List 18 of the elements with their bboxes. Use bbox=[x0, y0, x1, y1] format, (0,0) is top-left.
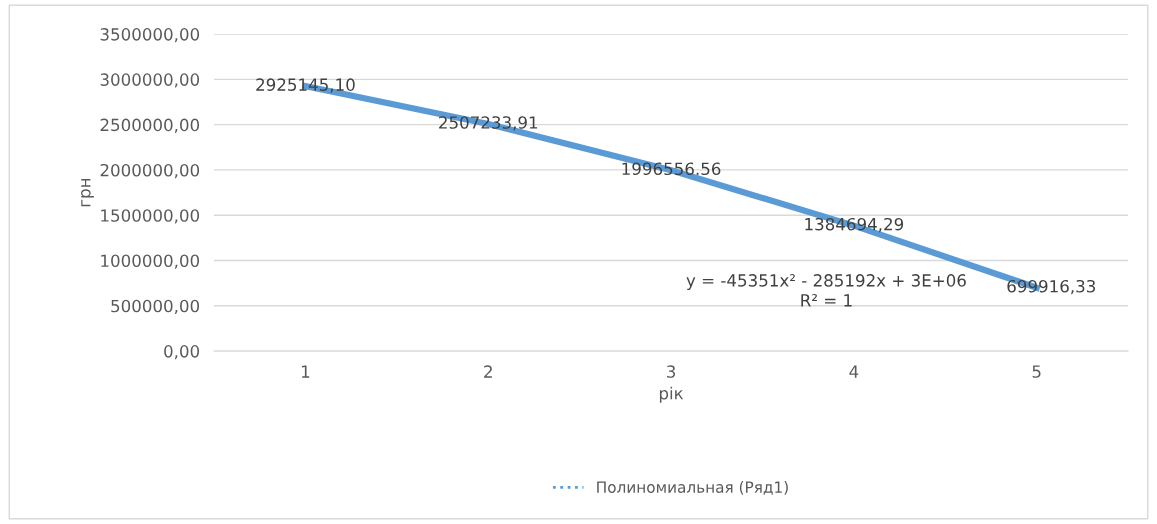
annotation: y = -45351x² - 285192x + 3E+06 R² = 1 bbox=[686, 274, 966, 307]
legend-label: Полиномиальная (Ряд1) bbox=[597, 481, 788, 495]
data-label: 2925145,10 bbox=[256, 78, 355, 93]
x-axis-title: рік bbox=[659, 386, 684, 403]
x-tick-label: 1 bbox=[301, 365, 310, 378]
y-tick-label: 2500000,00 bbox=[100, 118, 200, 133]
y-tick-label: 0,00 bbox=[164, 345, 200, 360]
y-tick-label: 1000000,00 bbox=[101, 254, 200, 269]
x-tick-label: 2 bbox=[484, 365, 492, 378]
y-tick-label: 1500000,00 bbox=[101, 209, 200, 224]
y-tick-label: 500000,00 bbox=[111, 299, 200, 315]
y-tick-label: 2000000,00 bbox=[100, 163, 200, 179]
x-tick-label: 4 bbox=[849, 365, 859, 378]
x-tick-label: 5 bbox=[1032, 365, 1041, 378]
y-axis-title: грн bbox=[81, 178, 94, 207]
x-tick-label: 3 bbox=[667, 365, 676, 378]
y-tick-label: 3000000,00 bbox=[100, 73, 200, 88]
y-tick-label: 3500000,00 bbox=[100, 28, 200, 43]
